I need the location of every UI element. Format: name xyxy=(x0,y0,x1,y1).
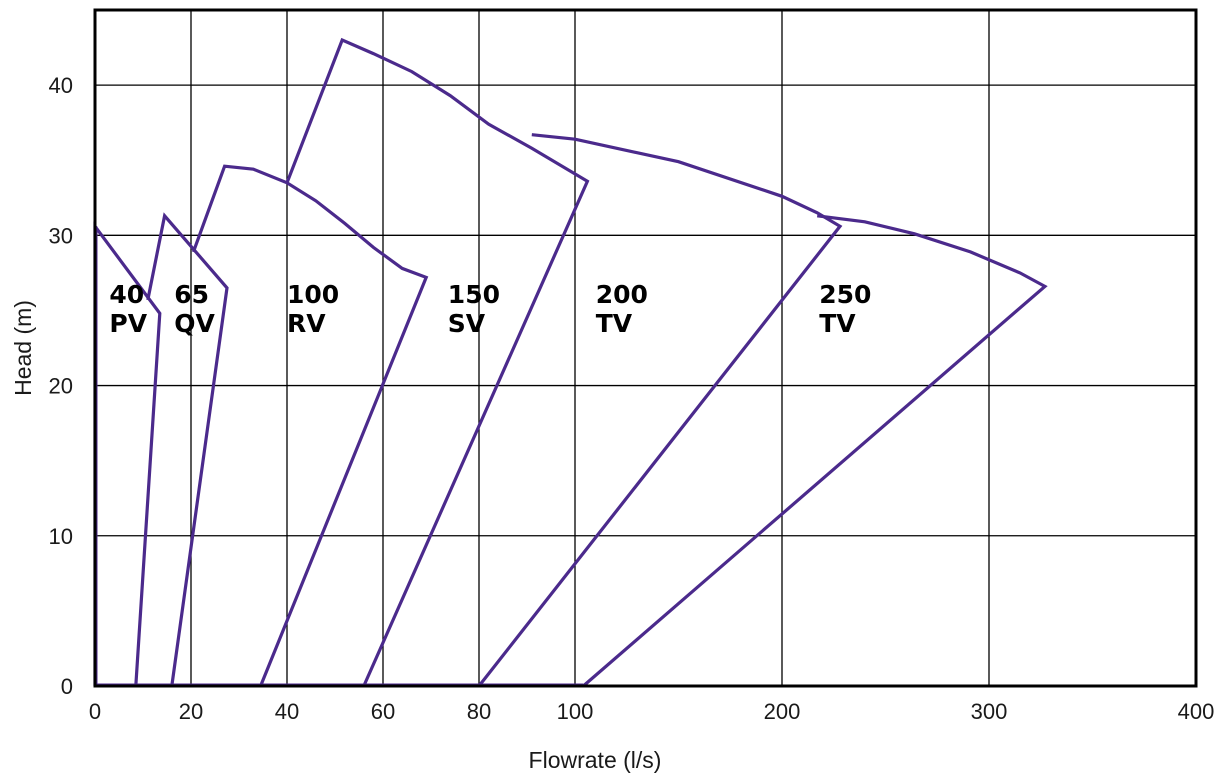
x-tick-label: 300 xyxy=(971,699,1008,724)
x-tick-label: 0 xyxy=(89,699,101,724)
y-axis-title: Head (m) xyxy=(10,300,36,396)
grid-lines xyxy=(95,10,1196,686)
y-tick-label: 30 xyxy=(49,223,73,248)
model-label-line: TV xyxy=(596,309,633,338)
envelope-200-tv xyxy=(477,133,843,687)
x-tick-label: 400 xyxy=(1178,699,1215,724)
y-tick-label: 20 xyxy=(49,374,73,399)
plot-frame xyxy=(93,8,1198,688)
model-label-line: 200 xyxy=(596,280,648,309)
model-label-line: 250 xyxy=(819,280,871,309)
y-tick-label: 40 xyxy=(49,73,73,98)
x-tick-label: 20 xyxy=(179,699,203,724)
x-tick-label: 100 xyxy=(557,699,594,724)
x-tick-label: 60 xyxy=(371,699,395,724)
model-label-line: 40 xyxy=(109,280,144,309)
model-label-line: 100 xyxy=(287,280,339,309)
model-label-line: TV xyxy=(819,309,856,338)
envelope-250-tv xyxy=(582,214,1048,688)
x-tick-label: 200 xyxy=(764,699,801,724)
y-tick-labels: 0 10 20 30 40 xyxy=(49,73,73,699)
envelope-100-rv xyxy=(191,164,429,687)
x-tick-label: 80 xyxy=(467,699,491,724)
x-tick-labels: 0 20 40 60 80 100 200 300 400 xyxy=(89,699,1214,724)
model-label-line: SV xyxy=(448,309,486,338)
envelope-65-qv xyxy=(146,212,229,687)
y-tick-label: 10 xyxy=(49,524,73,549)
model-label-line: 65 xyxy=(174,280,209,309)
y-tick-label: 0 xyxy=(61,674,73,699)
model-label-line: PV xyxy=(109,309,147,338)
envelope-150-sv xyxy=(285,37,590,687)
x-tick-label: 40 xyxy=(275,699,299,724)
model-label-line: 150 xyxy=(448,280,500,309)
model-label-line: QV xyxy=(174,309,215,338)
model-label-line: RV xyxy=(287,309,326,338)
x-axis-title: Flowrate (l/s) xyxy=(529,747,662,773)
